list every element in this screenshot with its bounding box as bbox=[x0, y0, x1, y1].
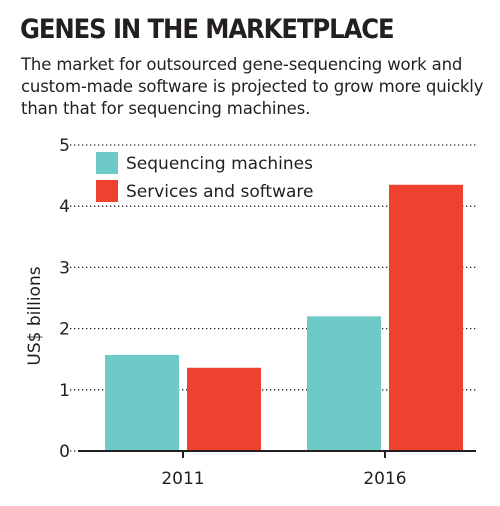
y-tick-labels: 0 1 2 3 4 5 bbox=[59, 136, 70, 462]
legend-label: Services and software bbox=[126, 182, 313, 202]
bar-services-and-software-2011 bbox=[187, 367, 261, 451]
chart-subtitle: The market for outsourced gene-sequencin… bbox=[21, 55, 484, 118]
bars bbox=[105, 184, 463, 451]
y-tick-label: 0 bbox=[59, 442, 70, 462]
bar-services-and-software-2016 bbox=[389, 184, 463, 451]
legend: Sequencing machines Services and software bbox=[96, 152, 313, 202]
x-tick-label: 2011 bbox=[161, 469, 204, 489]
y-tick-label: 4 bbox=[59, 197, 70, 217]
y-tick-label: 5 bbox=[59, 136, 70, 156]
y-axis-title: US$ billions bbox=[25, 266, 45, 365]
bar-sequencing-machines-2011 bbox=[105, 354, 179, 451]
x-tick-labels: 2011 2016 bbox=[161, 451, 407, 489]
y-tick-label: 1 bbox=[59, 381, 70, 401]
y-tick-label: 2 bbox=[59, 320, 70, 340]
y-tick-label: 3 bbox=[59, 258, 70, 278]
x-tick-label: 2016 bbox=[363, 469, 406, 489]
chart-title: GENES IN THE MARKETPLACE bbox=[20, 14, 395, 45]
legend-swatch bbox=[96, 180, 118, 202]
bar-sequencing-machines-2016 bbox=[307, 316, 381, 451]
legend-label: Sequencing machines bbox=[126, 154, 313, 174]
gridlines bbox=[70, 144, 476, 452]
legend-swatch bbox=[96, 152, 118, 174]
